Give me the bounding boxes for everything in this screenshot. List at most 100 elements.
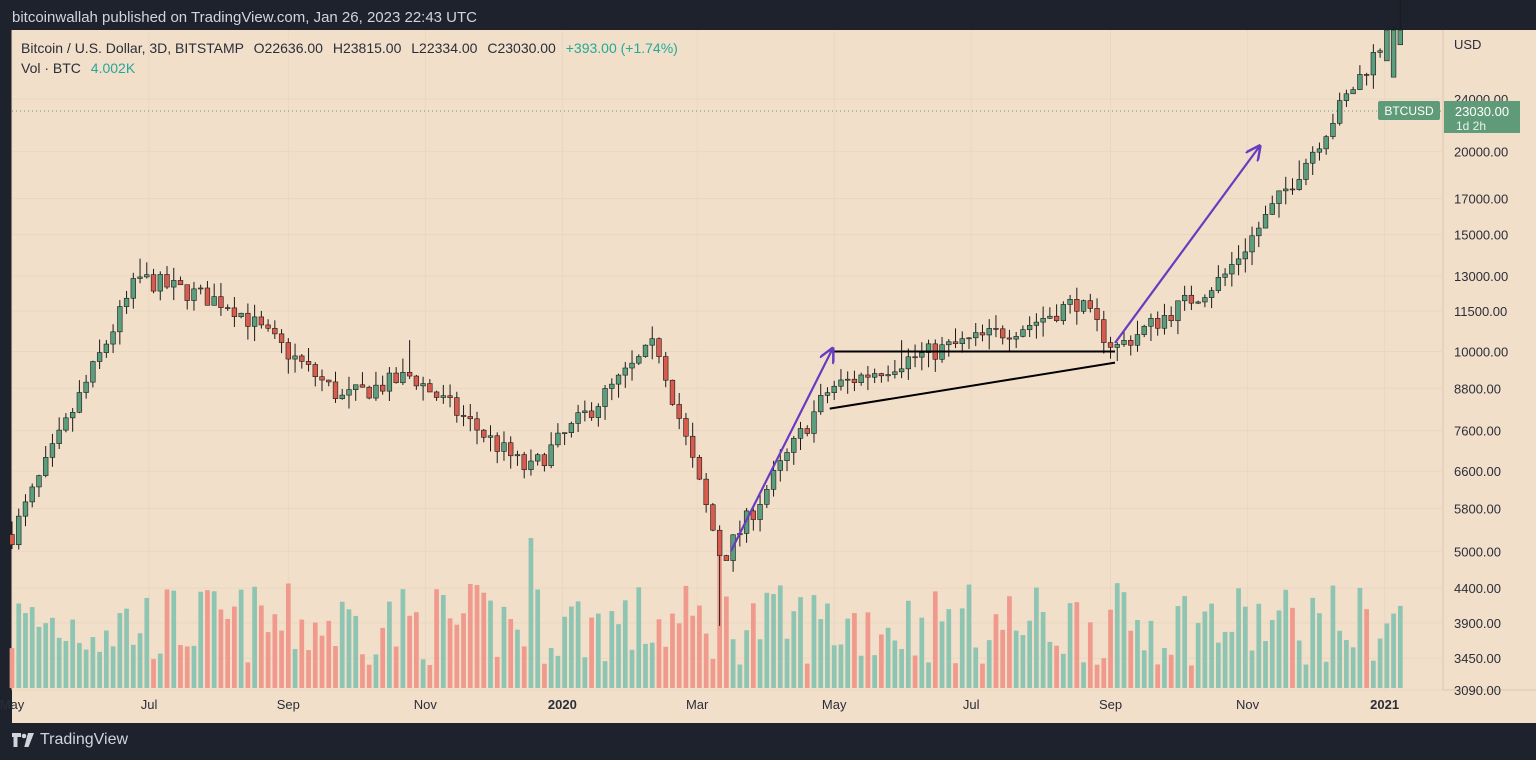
- candle-up[interactable]: [1181, 294, 1188, 302]
- legend-volume-label[interactable]: Vol · BTC: [21, 60, 81, 76]
- candle-down[interactable]: [979, 332, 986, 336]
- candle-up[interactable]: [1262, 214, 1269, 229]
- candle-down[interactable]: [676, 404, 682, 419]
- candle-up[interactable]: [784, 452, 790, 461]
- candle-down[interactable]: [865, 374, 871, 378]
- candle-up[interactable]: [440, 395, 446, 398]
- candle-up[interactable]: [602, 388, 608, 407]
- candle-up[interactable]: [770, 470, 777, 490]
- candle-up[interactable]: [1343, 93, 1350, 101]
- candle-up[interactable]: [818, 395, 824, 413]
- candle-up[interactable]: [137, 276, 143, 279]
- candle-up[interactable]: [925, 343, 932, 353]
- legend-symbol[interactable]: Bitcoin / U.S. Dollar, 3D, BITSTAMP: [21, 40, 244, 56]
- candle-up[interactable]: [797, 428, 804, 439]
- candle-up[interactable]: [777, 460, 783, 471]
- candle-down[interactable]: [305, 361, 312, 365]
- candle-down[interactable]: [656, 338, 662, 357]
- candle-up[interactable]: [117, 306, 123, 333]
- candle-up[interactable]: [29, 486, 35, 503]
- candle-up[interactable]: [144, 274, 150, 278]
- candle-up[interactable]: [642, 344, 649, 357]
- candle-up[interactable]: [1215, 277, 1222, 291]
- candle-up[interactable]: [791, 438, 797, 453]
- candle-down[interactable]: [1289, 188, 1296, 191]
- candle-down[interactable]: [9, 534, 15, 546]
- candle-up[interactable]: [110, 331, 116, 345]
- candle-down[interactable]: [285, 342, 291, 360]
- candle-up[interactable]: [514, 454, 521, 457]
- candle-up[interactable]: [346, 389, 352, 396]
- candle-up[interactable]: [575, 412, 581, 424]
- candle-up[interactable]: [609, 383, 615, 389]
- candle-down[interactable]: [851, 378, 858, 383]
- candle-up[interactable]: [1276, 190, 1282, 204]
- candle-down[interactable]: [359, 384, 366, 388]
- candle-down[interactable]: [447, 395, 453, 398]
- candle-up[interactable]: [373, 384, 379, 399]
- candle-up[interactable]: [501, 442, 507, 452]
- candle-up[interactable]: [292, 355, 298, 360]
- candle-down[interactable]: [1000, 328, 1006, 339]
- candle-down[interactable]: [494, 435, 500, 452]
- candle-up[interactable]: [130, 278, 136, 299]
- candle-up[interactable]: [946, 341, 952, 346]
- candle-down[interactable]: [312, 364, 318, 377]
- time-axis[interactable]: [12, 690, 1536, 723]
- candle-up[interactable]: [1235, 258, 1242, 265]
- candle-down[interactable]: [696, 457, 703, 480]
- candle-up[interactable]: [1357, 74, 1363, 90]
- candle-up[interactable]: [339, 394, 345, 399]
- candle-down[interactable]: [204, 287, 211, 306]
- candle-up[interactable]: [582, 410, 588, 413]
- candle-up[interactable]: [171, 280, 177, 288]
- candle-down[interactable]: [332, 381, 339, 399]
- candle-up[interactable]: [1013, 336, 1019, 340]
- candle-down[interactable]: [1168, 315, 1174, 322]
- candle-up[interactable]: [1330, 122, 1336, 137]
- candle-up[interactable]: [36, 475, 42, 488]
- candle-up[interactable]: [1323, 136, 1329, 150]
- candle-up[interactable]: [1390, 29, 1397, 78]
- candle-up[interactable]: [871, 373, 878, 378]
- candle-up[interactable]: [157, 274, 163, 292]
- candle-up[interactable]: [811, 411, 817, 434]
- candle-up[interactable]: [905, 356, 911, 370]
- candle-up[interactable]: [636, 356, 642, 364]
- candle-up[interactable]: [123, 297, 130, 307]
- candle-up[interactable]: [1060, 304, 1067, 322]
- candle-up[interactable]: [198, 287, 204, 290]
- candle-up[interactable]: [568, 423, 575, 433]
- candle-down[interactable]: [508, 442, 514, 457]
- candle-up[interactable]: [1303, 162, 1309, 180]
- candle-up[interactable]: [191, 288, 197, 301]
- candle-down[interactable]: [1053, 315, 1060, 322]
- candle-up[interactable]: [966, 337, 972, 340]
- candle-up[interactable]: [16, 515, 22, 546]
- candle-up[interactable]: [353, 384, 359, 390]
- candle-down[interactable]: [184, 284, 190, 301]
- candle-down[interactable]: [319, 376, 325, 381]
- candle-up[interactable]: [845, 378, 851, 381]
- candle-up[interactable]: [49, 443, 56, 458]
- candle-up[interactable]: [69, 411, 76, 419]
- candle-up[interactable]: [622, 367, 628, 376]
- candle-up[interactable]: [1397, 29, 1403, 46]
- candle-down[interactable]: [231, 307, 238, 318]
- candle-down[interactable]: [669, 379, 676, 405]
- candle-down[interactable]: [427, 383, 433, 393]
- candle-up[interactable]: [555, 432, 561, 446]
- candle-down[interactable]: [750, 510, 756, 520]
- candle-up[interactable]: [96, 352, 103, 362]
- candle-up[interactable]: [1026, 325, 1033, 330]
- candle-down[interactable]: [541, 454, 548, 467]
- candle-up[interactable]: [595, 406, 601, 418]
- candle-down[interactable]: [481, 429, 487, 438]
- candle-down[interactable]: [588, 410, 595, 418]
- candle-down[interactable]: [1006, 337, 1013, 340]
- candle-up[interactable]: [1242, 251, 1248, 260]
- candle-up[interactable]: [892, 371, 898, 375]
- candle-up[interactable]: [90, 361, 96, 383]
- candle-up[interactable]: [1337, 100, 1343, 124]
